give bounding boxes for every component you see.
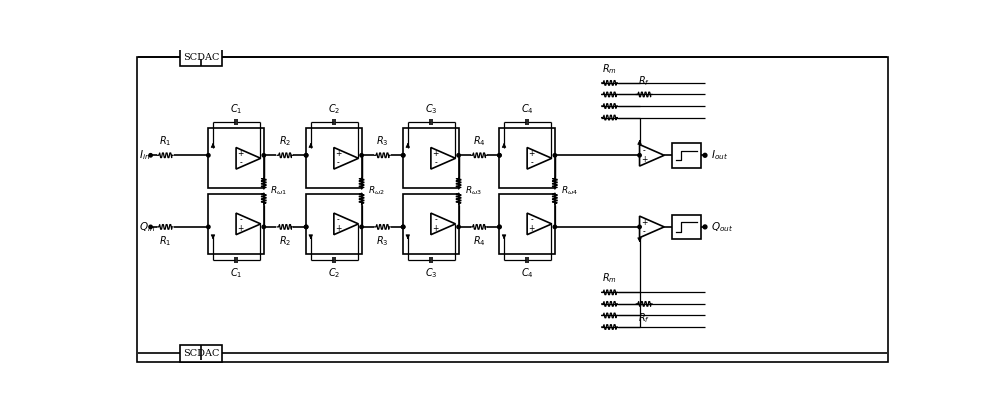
Circle shape (149, 154, 152, 157)
Circle shape (703, 225, 707, 229)
Text: +: + (529, 149, 535, 159)
Text: $R_{\omega 3}$: $R_{\omega 3}$ (465, 185, 482, 198)
Text: $R_f$: $R_f$ (638, 311, 650, 325)
Text: -: - (434, 215, 437, 224)
Text: $R_3$: $R_3$ (376, 234, 389, 248)
Bar (672, 143, 701, 168)
Text: $C_1$: $C_1$ (230, 102, 242, 116)
Text: $R_1$: $R_1$ (159, 234, 171, 248)
Text: $R_{\omega 2}$: $R_{\omega 2}$ (368, 185, 385, 198)
Text: $C_4$: $C_4$ (521, 102, 534, 116)
Circle shape (498, 154, 501, 157)
Bar (403, 194, 459, 254)
Circle shape (553, 154, 557, 157)
Bar (208, 194, 264, 254)
Text: $R_m$: $R_m$ (602, 272, 617, 286)
Text: $R_2$: $R_2$ (279, 134, 291, 148)
Bar (499, 128, 555, 188)
Text: +: + (641, 155, 647, 164)
Text: +: + (529, 224, 535, 233)
Circle shape (304, 154, 308, 157)
Text: -: - (239, 158, 242, 167)
Circle shape (401, 225, 405, 229)
Bar (403, 128, 459, 188)
Circle shape (703, 154, 707, 157)
Circle shape (498, 225, 501, 229)
Text: $C_3$: $C_3$ (425, 102, 437, 116)
Circle shape (498, 154, 501, 157)
Circle shape (457, 154, 460, 157)
Text: $I_{out}$: $I_{out}$ (711, 149, 728, 162)
Circle shape (304, 225, 308, 229)
Text: $R_{\omega 4}$: $R_{\omega 4}$ (561, 185, 578, 198)
Circle shape (304, 154, 308, 157)
Text: $R_{\omega 1}$: $R_{\omega 1}$ (270, 185, 287, 198)
Text: -: - (239, 215, 242, 224)
Text: -: - (643, 227, 646, 236)
Bar (306, 128, 362, 188)
Bar (208, 128, 264, 188)
Circle shape (401, 154, 405, 157)
Text: $C_2$: $C_2$ (328, 102, 340, 116)
Text: $C_1$: $C_1$ (230, 266, 242, 280)
Circle shape (401, 154, 405, 157)
Circle shape (207, 225, 210, 229)
Bar (180, 345, 222, 361)
Circle shape (360, 154, 363, 157)
Text: -: - (434, 158, 437, 167)
Circle shape (457, 225, 460, 229)
Bar (499, 194, 555, 254)
Text: SCDAC: SCDAC (183, 53, 219, 62)
Text: $C_4$: $C_4$ (521, 266, 534, 280)
Circle shape (360, 225, 363, 229)
Bar (180, 49, 222, 66)
Text: $R_3$: $R_3$ (376, 134, 389, 148)
Text: $I_{in}$: $I_{in}$ (139, 149, 150, 162)
Text: -: - (337, 158, 340, 167)
Circle shape (638, 225, 641, 229)
Text: $R_4$: $R_4$ (473, 234, 485, 248)
Text: SCDAC: SCDAC (183, 349, 219, 358)
Circle shape (553, 225, 557, 229)
Circle shape (401, 225, 405, 229)
Bar (672, 215, 701, 239)
Circle shape (262, 154, 265, 157)
Text: +: + (335, 224, 342, 233)
Text: $C_2$: $C_2$ (328, 266, 340, 280)
Text: $R_2$: $R_2$ (279, 234, 291, 248)
Text: -: - (530, 158, 533, 167)
Circle shape (304, 225, 308, 229)
Circle shape (498, 225, 501, 229)
Text: $R_4$: $R_4$ (473, 134, 485, 148)
Text: +: + (335, 149, 342, 159)
Text: $R_1$: $R_1$ (159, 134, 171, 148)
Text: $C_3$: $C_3$ (425, 266, 437, 280)
Text: -: - (530, 215, 533, 224)
Circle shape (149, 225, 152, 229)
Text: +: + (432, 149, 439, 159)
Text: +: + (432, 224, 439, 233)
Text: +: + (238, 224, 244, 233)
Text: +: + (641, 218, 647, 227)
Text: +: + (238, 149, 244, 159)
Circle shape (207, 154, 210, 157)
Text: $Q_{out}$: $Q_{out}$ (711, 220, 733, 234)
Text: -: - (337, 215, 340, 224)
Text: $R_m$: $R_m$ (602, 62, 617, 76)
Text: -: - (643, 146, 646, 156)
Circle shape (262, 225, 265, 229)
Text: $R_f$: $R_f$ (638, 74, 650, 88)
Text: $Q_{in}$: $Q_{in}$ (139, 220, 155, 234)
Bar (306, 194, 362, 254)
Circle shape (638, 154, 641, 157)
